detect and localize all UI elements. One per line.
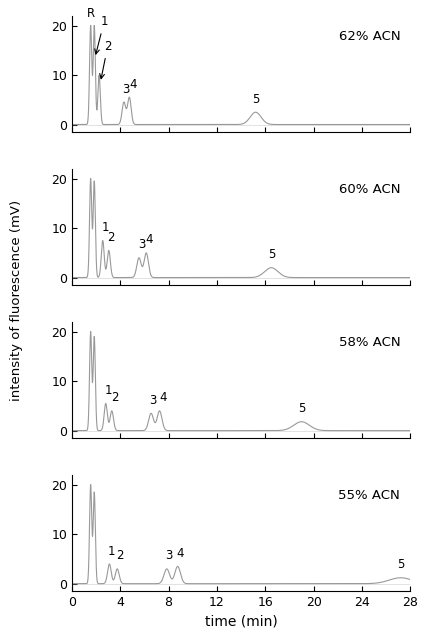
Text: 55% ACN: 55% ACN xyxy=(338,489,400,502)
Text: 2: 2 xyxy=(116,550,124,562)
Text: 62% ACN: 62% ACN xyxy=(338,30,400,43)
Text: 2: 2 xyxy=(100,40,111,79)
Text: 1: 1 xyxy=(108,544,115,557)
Text: R: R xyxy=(87,7,95,20)
X-axis label: time (min): time (min) xyxy=(205,615,277,629)
Text: 3: 3 xyxy=(138,238,145,251)
Text: 5: 5 xyxy=(252,93,259,106)
Text: intensity of fluorescence (mV): intensity of fluorescence (mV) xyxy=(11,200,23,401)
Text: 1: 1 xyxy=(95,15,108,54)
Text: 4: 4 xyxy=(129,78,137,91)
Text: 5: 5 xyxy=(268,249,275,261)
Text: 5: 5 xyxy=(298,403,305,415)
Text: 3: 3 xyxy=(165,550,173,562)
Text: 60% ACN: 60% ACN xyxy=(339,183,400,196)
Text: 3: 3 xyxy=(149,394,157,407)
Text: 1: 1 xyxy=(104,384,112,397)
Text: 4: 4 xyxy=(159,392,166,404)
Text: 2: 2 xyxy=(107,231,115,244)
Text: 4: 4 xyxy=(146,233,154,247)
Text: 4: 4 xyxy=(177,547,184,560)
Text: 1: 1 xyxy=(102,221,109,234)
Text: 2: 2 xyxy=(111,392,118,404)
Text: 3: 3 xyxy=(123,83,130,96)
Text: 58% ACN: 58% ACN xyxy=(338,336,400,349)
Text: 5: 5 xyxy=(397,558,404,571)
